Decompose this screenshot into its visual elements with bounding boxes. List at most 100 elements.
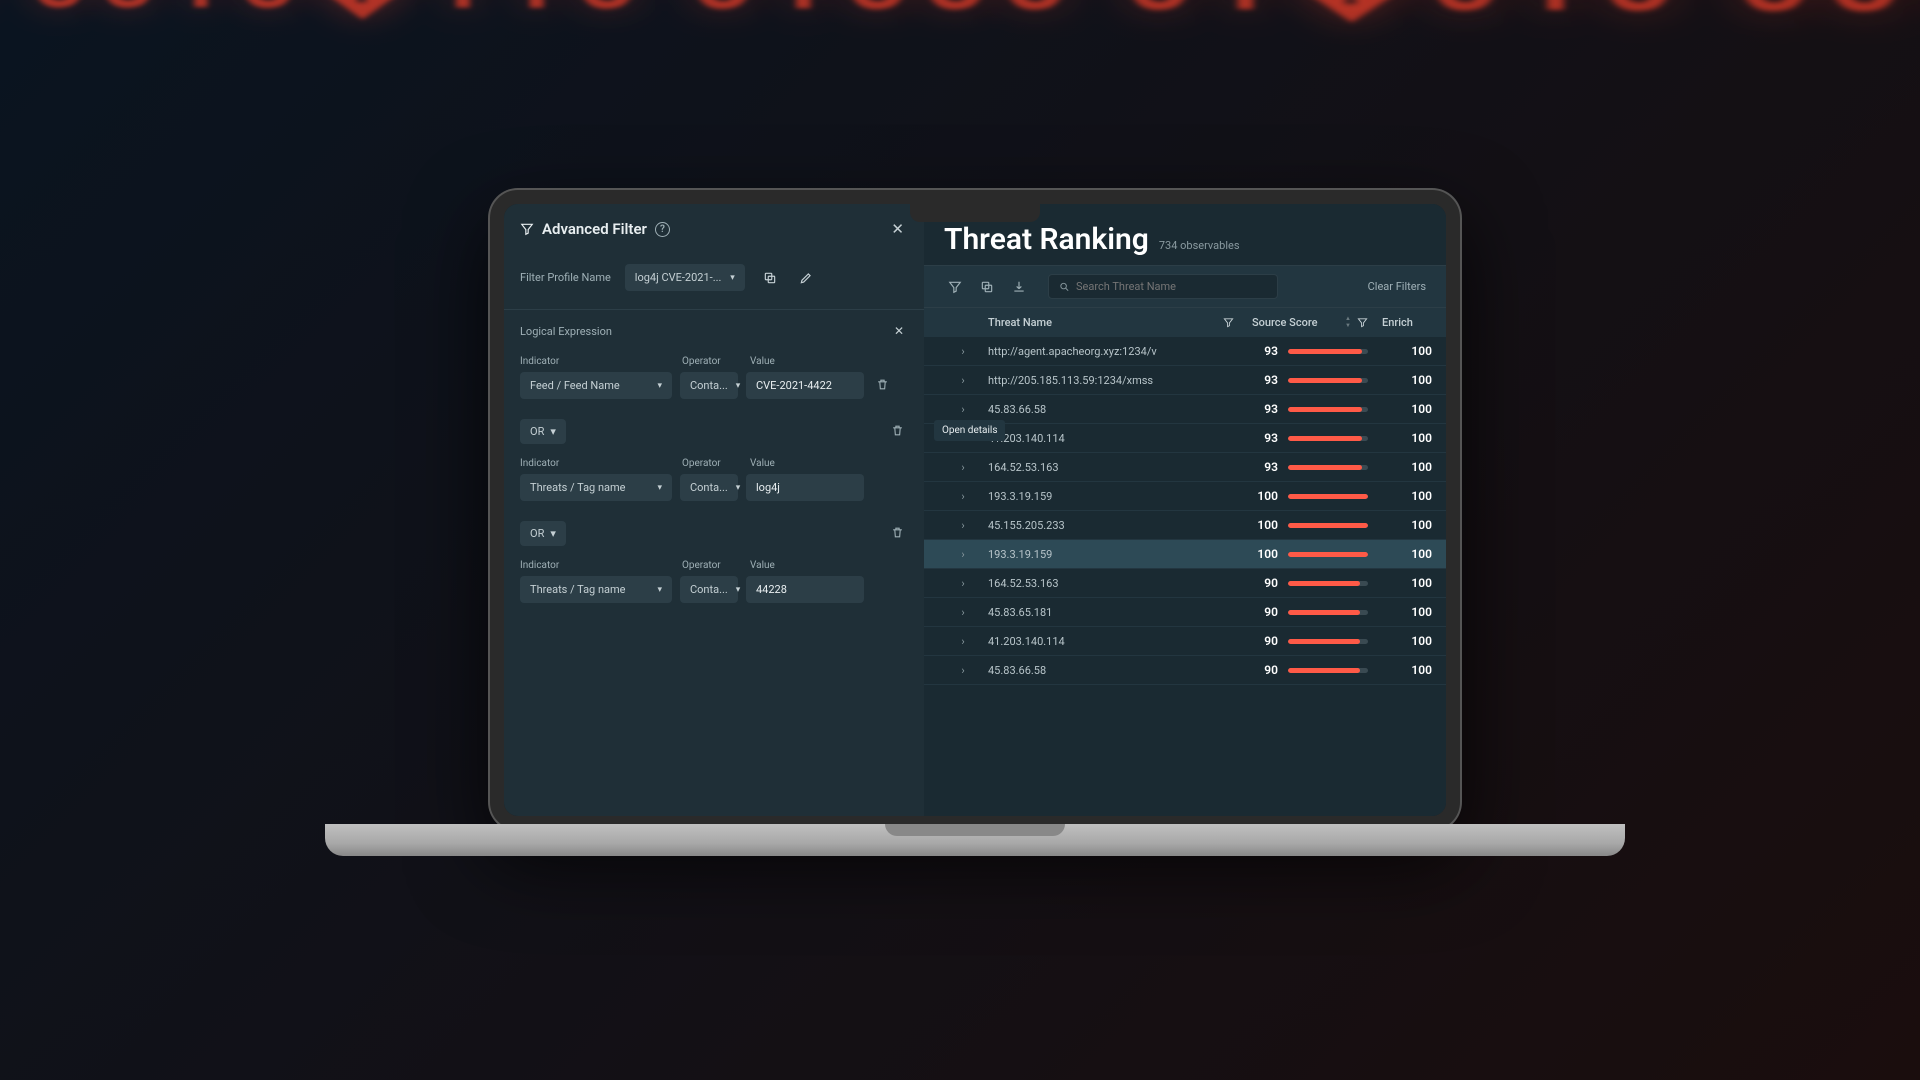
score-bar [1288,639,1368,644]
download-icon[interactable] [1008,276,1030,298]
expand-row-icon[interactable]: › [961,461,964,474]
threat-name-cell: http://205.185.113.59:1234/xmss [988,374,1252,387]
col-enrich[interactable]: Enrich [1382,316,1432,329]
score-bar [1288,581,1368,586]
expand-row-icon[interactable]: › [961,606,964,619]
table-header: Threat Name Source Score ▲▼ Enrich [924,308,1446,337]
table-row[interactable]: › 45.83.66.58 90 100 [924,656,1446,685]
score-bar [1288,523,1368,528]
trash-icon[interactable] [887,520,908,547]
score-bar [1288,668,1368,673]
enrich-cell: 100 [1382,605,1432,619]
operator-label: Operator [682,458,740,469]
enrich-cell: 100 [1382,344,1432,358]
score-cell: 93 [1252,402,1382,416]
search-icon [1059,281,1070,293]
threat-name-cell: http://agent.apacheorg.xyz:1234/v [988,345,1252,358]
or-operator-chip[interactable]: OR▾ [520,521,566,546]
filter-toggle-icon[interactable] [944,276,966,298]
score-cell: 90 [1252,605,1382,619]
table-row[interactable]: › 41.203.140.114 90 100 [924,627,1446,656]
filter-profile-row: Filter Profile Name log4j CVE-2021-... ▾ [504,254,924,309]
score-cell: 100 [1252,518,1382,532]
filter-condition-row: Indicator Operator Value Threats / Tag n… [520,458,908,501]
col-source-score[interactable]: Source Score ▲▼ [1252,316,1382,329]
trash-icon[interactable] [872,372,893,399]
score-bar [1288,436,1368,441]
table-row[interactable]: › 45.155.205.233 100 100 [924,511,1446,540]
col-name-label: Threat Name [988,316,1052,329]
filter-panel-header: Advanced Filter ? ✕ [504,204,924,254]
score-bar [1288,378,1368,383]
expand-row-icon[interactable]: › [961,490,964,503]
table-row[interactable]: › 164.52.53.163 93 100 [924,453,1446,482]
search-input-wrap[interactable] [1048,274,1278,299]
table-wrap: Open details Threat Name Source Score ▲▼ [924,308,1446,685]
laptop-base [325,824,1625,856]
indicator-label: Indicator [520,560,672,571]
operator-select[interactable]: Conta...▾ [680,474,738,501]
laptop-frame: Advanced Filter ? ✕ Filter Profile Name … [490,190,1460,820]
filter-condition-row: Indicator Operator Value Threats / Tag n… [520,560,908,603]
indicator-select[interactable]: Feed / Feed Name▾ [520,372,672,399]
score-cell: 90 [1252,634,1382,648]
table-row[interactable]: › 164.52.53.163 90 100 [924,569,1446,598]
table-row[interactable]: › http://agent.apacheorg.xyz:1234/v 93 1… [924,337,1446,366]
logic-close-icon[interactable]: ✕ [890,320,908,342]
expand-row-icon[interactable]: › [961,548,964,561]
enrich-cell: 100 [1382,460,1432,474]
enrich-cell: 100 [1382,373,1432,387]
value-label: Value [750,560,775,571]
indicator-select[interactable]: Threats / Tag name▾ [520,576,672,603]
threat-name-cell: 164.52.53.163 [988,577,1252,590]
value-input[interactable] [746,372,864,399]
enrich-cell: 100 [1382,518,1432,532]
help-icon[interactable]: ? [655,222,670,237]
copy-toolbar-icon[interactable] [976,276,998,298]
enrich-cell: 100 [1382,402,1432,416]
or-operator-chip[interactable]: OR▾ [520,419,566,444]
expand-row-icon[interactable]: › [961,635,964,648]
col-threat-name[interactable]: Threat Name [988,316,1252,329]
col-enrich-label: Enrich [1382,316,1413,329]
expand-row-icon[interactable]: › [961,374,964,387]
trash-icon[interactable] [887,418,908,445]
col-score-label: Source Score [1252,316,1318,329]
expand-row-icon[interactable]: › [961,577,964,590]
score-cell: 93 [1252,431,1382,445]
expand-row-icon[interactable]: › [961,519,964,532]
operator-label: Operator [682,356,740,367]
score-cell: 93 [1252,344,1382,358]
table-body: › http://agent.apacheorg.xyz:1234/v 93 1… [924,337,1446,685]
operator-select[interactable]: Conta...▾ [680,372,738,399]
expand-row-icon[interactable]: › [961,403,964,416]
score-bar [1288,494,1368,499]
threat-name-cell: 41.203.140.114 [988,432,1252,445]
operator-select[interactable]: Conta...▾ [680,576,738,603]
value-label: Value [750,458,775,469]
edit-icon[interactable] [795,267,817,289]
threat-ranking-panel: Threat Ranking 734 observables [924,204,1446,816]
table-row[interactable]: › 193.3.19.159 100 100 [924,540,1446,569]
profile-select[interactable]: log4j CVE-2021-... ▾ [625,264,745,291]
table-row[interactable]: › 193.3.19.159 100 100 [924,482,1446,511]
expand-row-icon[interactable]: › [961,345,964,358]
indicator-select[interactable]: Threats / Tag name▾ [520,474,672,501]
filter-column-icon[interactable] [1357,317,1368,328]
threat-name-cell: 41.203.140.114 [988,635,1252,648]
value-input[interactable] [746,576,864,603]
logic-title: Logical Expression [520,325,612,338]
sort-icon[interactable]: ▲▼ [1345,316,1351,329]
table-row[interactable]: › 45.83.65.181 90 100 [924,598,1446,627]
clear-filters-button[interactable]: Clear Filters [1368,280,1426,293]
enrich-cell: 100 [1382,663,1432,677]
close-icon[interactable]: ✕ [887,216,908,242]
search-input[interactable] [1076,280,1267,293]
score-bar [1288,407,1368,412]
table-row[interactable]: › http://205.185.113.59:1234/xmss 93 100 [924,366,1446,395]
score-cell: 100 [1252,547,1382,561]
value-input[interactable] [746,474,864,501]
expand-row-icon[interactable]: › [961,664,964,677]
filter-column-icon[interactable] [1223,317,1234,328]
copy-icon[interactable] [759,267,781,289]
